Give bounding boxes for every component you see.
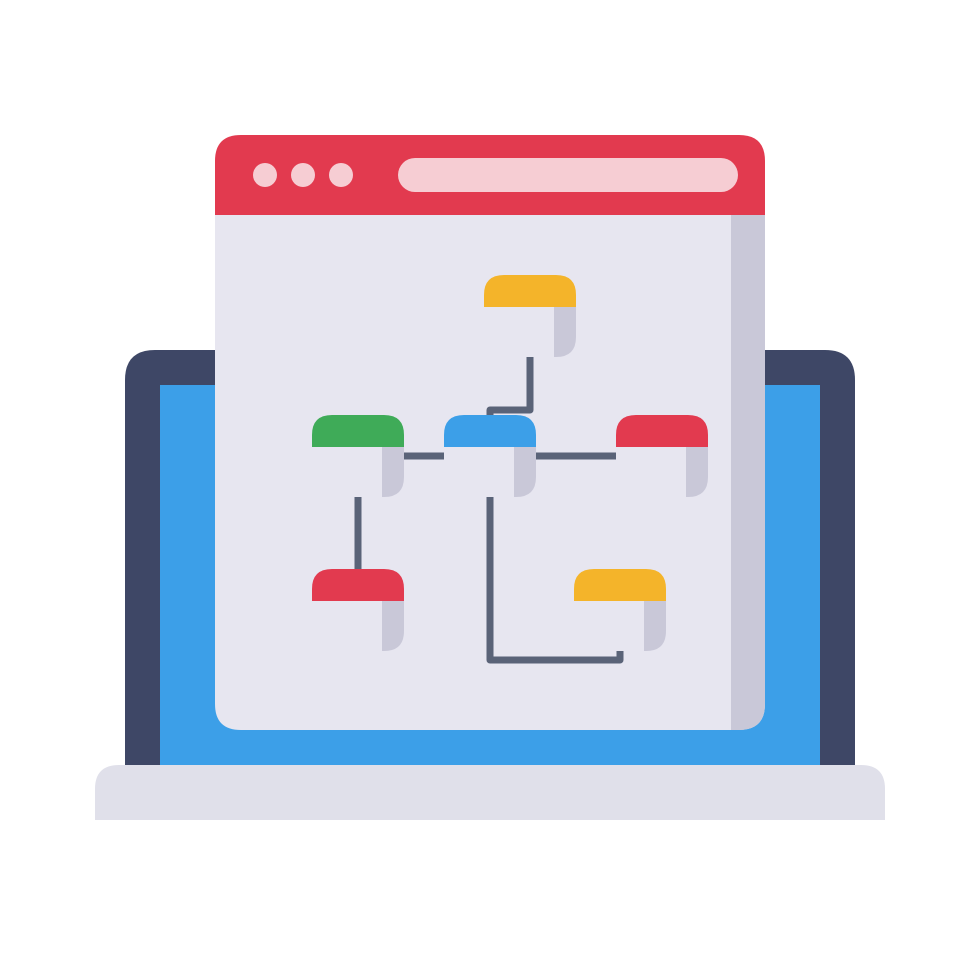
database-node-icon: [484, 275, 576, 357]
node-body-shadow: [554, 307, 576, 357]
database-node-icon: [312, 569, 404, 651]
laptop-base-top: [95, 765, 885, 820]
node-body-shadow: [686, 447, 708, 497]
illustration-root: [0, 0, 980, 980]
window-control-dot-icon: [291, 163, 315, 187]
database-node-icon: [616, 415, 708, 497]
node-cap: [444, 415, 536, 447]
browser-body-shadow: [731, 215, 765, 730]
url-bar-icon: [398, 158, 738, 192]
node-cap: [616, 415, 708, 447]
node-body-shadow: [514, 447, 536, 497]
window-control-dot-icon: [329, 163, 353, 187]
node-cap: [312, 415, 404, 447]
node-body-shadow: [644, 601, 666, 651]
database-node-icon: [312, 415, 404, 497]
node-body-shadow: [382, 447, 404, 497]
node-cap: [312, 569, 404, 601]
database-node-icon: [574, 569, 666, 651]
node-body-shadow: [382, 601, 404, 651]
database-node-icon: [444, 415, 536, 497]
node-cap: [574, 569, 666, 601]
window-control-dot-icon: [253, 163, 277, 187]
node-cap: [484, 275, 576, 307]
